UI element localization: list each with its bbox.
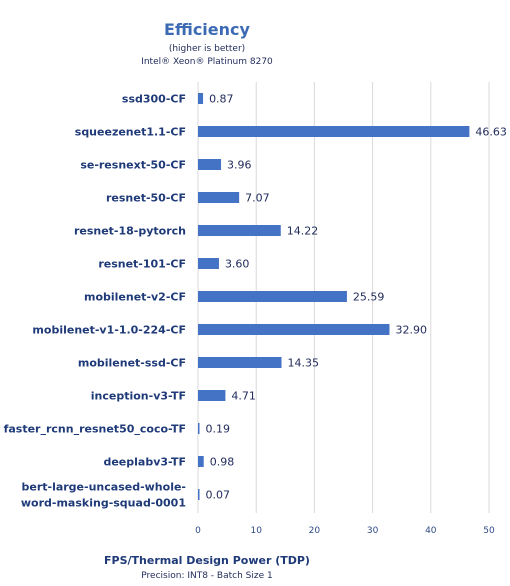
- bar: [198, 159, 222, 170]
- chart-subtitle-1: (higher is better): [169, 44, 245, 54]
- category-label: mobilenet-ssd-CF: [78, 357, 186, 370]
- bar: [198, 357, 282, 368]
- category-label: inception-v3-TF: [91, 390, 186, 403]
- category-label: mobilenet-v1-1.0-224-CF: [32, 324, 186, 337]
- chart-subtitle-2: Intel® Xeon® Platinum 8270: [141, 57, 273, 67]
- bar: [198, 390, 226, 401]
- bar: [198, 93, 204, 104]
- value-label: 0.87: [209, 93, 234, 106]
- category-label: bert-large-uncased-whole-word-masking-sq…: [21, 481, 186, 510]
- category-label: deeplabv3-TF: [103, 456, 186, 469]
- x-tick-label: 30: [367, 526, 379, 536]
- x-tick-labels: 0 10 20 30 40 50: [195, 526, 495, 536]
- category-label: se-resnext-50-CF: [80, 159, 186, 172]
- bar: [198, 258, 219, 269]
- category-label: faster_rcnn_resnet50_coco-TF: [4, 423, 186, 436]
- value-labels: 0.87 46.63 3.96 7.07 14.22 3.60 25.59 32.90 14.3…: [206, 93, 507, 502]
- bar: [198, 324, 390, 335]
- value-label: 0.98: [210, 456, 235, 469]
- x-tick-label: 20: [309, 526, 321, 536]
- category-label: resnet-50-CF: [106, 192, 186, 205]
- value-label: 4.71: [231, 390, 256, 403]
- x-axis-sublabel: Precision: INT8 - Batch Size 1: [141, 571, 272, 581]
- category-label: squeezenet1.1-CF: [75, 126, 186, 139]
- value-label: 46.63: [475, 126, 507, 139]
- category-label: ssd300-CF: [122, 93, 186, 106]
- category-label: resnet-101-CF: [98, 258, 186, 271]
- x-tick-label: 40: [425, 526, 437, 536]
- x-tick-label: 50: [483, 526, 495, 536]
- category-labels: ssd300-CF squeezenet1.1-CF se-resnext-50-C…: [4, 93, 186, 510]
- value-label: 14.35: [288, 357, 320, 370]
- value-label: 0.19: [206, 423, 231, 436]
- bar: [198, 126, 470, 137]
- value-label: 25.59: [353, 291, 385, 304]
- value-label: 0.07: [206, 489, 231, 502]
- bar: [198, 225, 281, 236]
- bar: [198, 489, 200, 500]
- category-label: mobilenet-v2-CF: [84, 291, 186, 304]
- bar: [198, 192, 240, 203]
- value-label: 32.90: [395, 324, 427, 337]
- value-label: 3.96: [227, 159, 252, 172]
- bars: [198, 93, 470, 500]
- bar: [198, 456, 204, 467]
- chart-title: Efficiency: [164, 20, 250, 39]
- x-tick-label: 10: [250, 526, 262, 536]
- x-tick-label: 0: [195, 526, 201, 536]
- value-label: 14.22: [287, 225, 319, 238]
- category-label: resnet-18-pytorch: [74, 225, 186, 238]
- bar: [198, 291, 347, 302]
- value-label: 7.07: [245, 192, 270, 205]
- bar: [198, 423, 200, 434]
- value-label: 3.60: [225, 258, 250, 271]
- x-axis-label: FPS/Thermal Design Power (TDP): [104, 554, 310, 567]
